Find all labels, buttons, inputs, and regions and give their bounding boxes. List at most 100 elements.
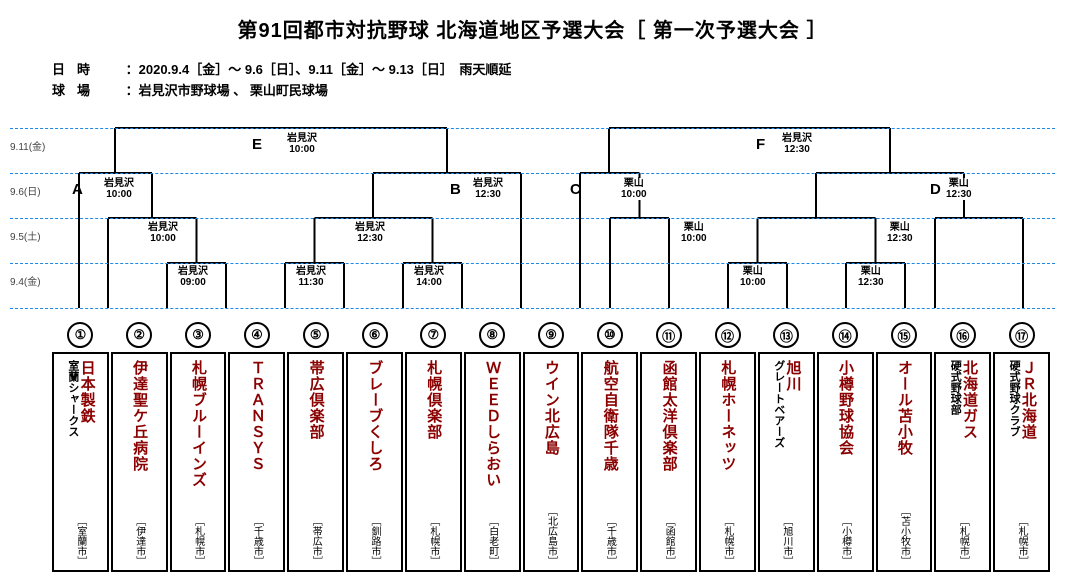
match-time: 10:00 [148,233,178,244]
team: ③札幌ブルーインズ［札幌市］ [170,322,227,572]
team-seed: ① [67,322,93,348]
team-main: 小樽野球協会 [837,360,853,456]
team-main: 函館太洋倶楽部 [661,360,677,472]
team-city: ［伊達市］ [132,516,147,566]
team-box: オール苫小牧［苫小牧市］ [876,352,933,572]
date-row: 9.11(金) [10,138,45,153]
dashed-line [10,218,1055,219]
team-seed: ⑩ [597,322,623,348]
team-seed: ③ [185,322,211,348]
team-city: ［室蘭市］ [73,516,88,566]
team: ⑯北海道ガス硬式野球部［札幌市］ [934,322,991,572]
team-box: ＷＥＥＤしらおい［白老町］ [464,352,521,572]
team-seed: ⑮ [891,322,917,348]
page-title: 第91回都市対抗野球 北海道地区予選大会［ 第一次予選大会 ］ [0,0,1065,49]
match-time: 10:00 [621,189,647,200]
match-venue: 岩見沢 [355,222,385,233]
team-sub: 硬式野球部 [949,360,961,440]
dashed-line [10,263,1055,264]
team-box: 航空自衛隊千歳［千歳市］ [581,352,638,572]
match-label: 岩見沢12:30 [353,222,387,244]
team-main: ＪＲ北海道 [1020,360,1036,440]
team-city: ［小樽市］ [838,516,853,566]
team-main: 旭川 [785,360,801,448]
match-label: 岩見沢11:30 [294,266,328,288]
info-venue-value: ：岩見沢市野球場 、 栗山町民球場 [126,83,328,98]
match-venue: 岩見沢 [148,222,178,233]
team-city: ［札幌市］ [955,516,970,566]
match-time: 14:00 [414,277,444,288]
match-label: 栗山10:00 [738,266,768,288]
match-venue: 岩見沢 [414,266,444,277]
match-time: 10:00 [681,233,707,244]
team-seed: ⑧ [479,322,505,348]
team-sub: グレートベアーズ [772,360,784,448]
team-box: 函館太洋倶楽部 ［函館市］ [640,352,697,572]
team-row: ①日本製鉄室蘭シャークス［室蘭市］②伊達聖ケ丘病院［伊達市］③札幌ブルーインズ［… [52,322,1050,572]
match-time: 10:00 [104,189,134,200]
team-box: 伊達聖ケ丘病院［伊達市］ [111,352,168,572]
team-main: ブレーブくしろ [367,360,383,472]
team-main: ＷＥＥＤしらおい [484,360,500,488]
team-city: ［函館市］ [661,516,676,566]
team-seed: ④ [244,322,270,348]
team: ⑧ ＷＥＥＤしらおい［白老町］ [464,322,521,572]
match-venue: 栗山 [946,178,972,189]
match-venue: 岩見沢 [782,133,812,144]
team: ⑰ ＪＲ北海道硬式野球クラブ［札幌市］ [993,322,1050,572]
match-time: 12:30 [858,277,884,288]
group-label: F [756,136,765,153]
match-label: 栗山12:30 [944,178,974,200]
team: ⑬ 旭川グレートベアーズ ［旭川市］ [758,322,815,572]
group-label: C [570,181,581,198]
team: ⑪函館太洋倶楽部［函館市］ [640,322,697,572]
match-label: 岩見沢12:30 [471,178,505,200]
team: ⑭小樽野球協会［小樽市］ [817,322,874,572]
team: ⑤帯広倶楽部［帯広市］ [287,322,344,572]
match-venue: 岩見沢 [473,178,503,189]
team-seed: ⑤ [303,322,329,348]
team: ⑥ブレーブくしろ［釧路市］ [346,322,403,572]
team: ⑩ 航空自衛隊千歳［千歳市］ [581,322,638,572]
match-label: 栗山12:30 [856,266,886,288]
team-seed: ⑯ [950,322,976,348]
team-box: ＴＲＡＮＳＹＳ［千歳市］ [228,352,285,572]
team-city: ［帯広市］ [308,516,323,566]
team-box: ＪＲ北海道硬式野球クラブ［札幌市］ [993,352,1050,572]
team-seed: ⑨ [538,322,564,348]
team-seed: ⑰ [1009,322,1035,348]
team: ②伊達聖ケ丘病院［伊達市］ [111,322,168,572]
group-label: B [450,181,461,198]
team-city: ［旭川市］ [779,516,794,566]
team-seed: ⑦ [420,322,446,348]
match-venue: 栗山 [681,222,707,233]
team: ⑨ウイン北広島［北広島市］ [523,322,580,572]
team: ⑦札幌倶楽部［札幌市］ [405,322,462,572]
match-time: 11:30 [296,277,326,288]
group-label: A [72,181,83,198]
match-time: 12:30 [887,233,913,244]
match-venue: 栗山 [621,178,647,189]
match-label: 岩見沢12:30 [780,133,814,155]
team-city: ［札幌市］ [720,516,735,566]
match-venue: 岩見沢 [178,266,208,277]
group-label: E [252,136,262,153]
team-main: 札幌ブルーインズ [190,360,206,488]
dashed-line [10,173,1055,174]
team-main: ウイン北広島 [543,360,559,456]
info-date-value: ：2020.9.4［金］～ 9.6［日］、9.11［金］～ 9.13［日］ 雨天… [126,62,512,77]
info-block: 日時 ：2020.9.4［金］～ 9.6［日］、9.11［金］～ 9.13［日］… [52,60,511,102]
match-venue: 栗山 [887,222,913,233]
team-box: ブレーブくしろ ［釧路市］ [346,352,403,572]
match-venue: 岩見沢 [287,133,317,144]
match-label: 岩見沢10:00 [285,133,319,155]
match-time: 12:30 [946,189,972,200]
team-seed: ⑬ [773,322,799,348]
date-row: 9.4(金) [10,273,41,288]
info-venue-label: 球場 [52,81,122,102]
match-venue: 岩見沢 [296,266,326,277]
match-venue: 岩見沢 [104,178,134,189]
team-box: 旭川グレートベアーズ ［旭川市］ [758,352,815,572]
team-main: 航空自衛隊千歳 [602,360,618,472]
team-city: ［釧路市］ [367,516,382,566]
